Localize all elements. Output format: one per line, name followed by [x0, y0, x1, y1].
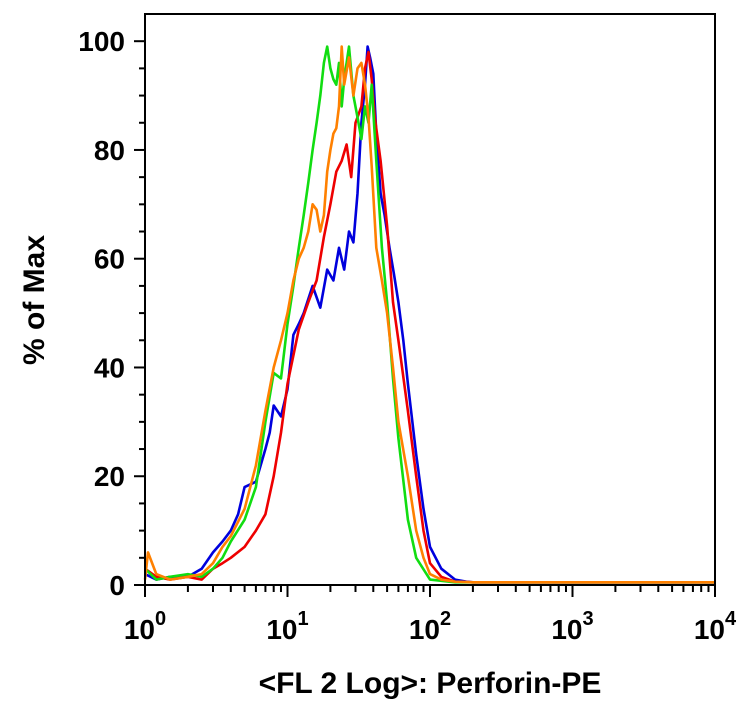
- x-tick-label: 100: [124, 608, 166, 645]
- y-axis: 0 20 40 60 80 100: [78, 26, 145, 601]
- x-axis: 100 101 102 103 104: [124, 585, 737, 645]
- y-tick-label: 40: [94, 352, 125, 383]
- series-layer: [143, 45, 715, 584]
- plot-frame: [144, 13, 716, 586]
- y-tick-label: 0: [109, 570, 125, 601]
- y-tick-label: 100: [78, 26, 125, 57]
- y-axis-title: % of Max: [18, 235, 51, 365]
- x-axis-title: <FL 2 Log>: Perforin-PE: [259, 667, 602, 700]
- series-line-2: [144, 50, 715, 584]
- x-tick-label: 104: [694, 608, 737, 645]
- y-tick-label: 20: [94, 461, 125, 492]
- series-line-4: [143, 45, 715, 584]
- series-line-1: [144, 45, 715, 584]
- x-tick-label: 101: [266, 608, 308, 645]
- y-tick-label: 80: [94, 135, 125, 166]
- y-tick-label: 60: [94, 244, 125, 275]
- series-line-3: [144, 45, 715, 584]
- x-tick-label: 103: [551, 608, 593, 645]
- x-tick-label: 102: [409, 608, 451, 645]
